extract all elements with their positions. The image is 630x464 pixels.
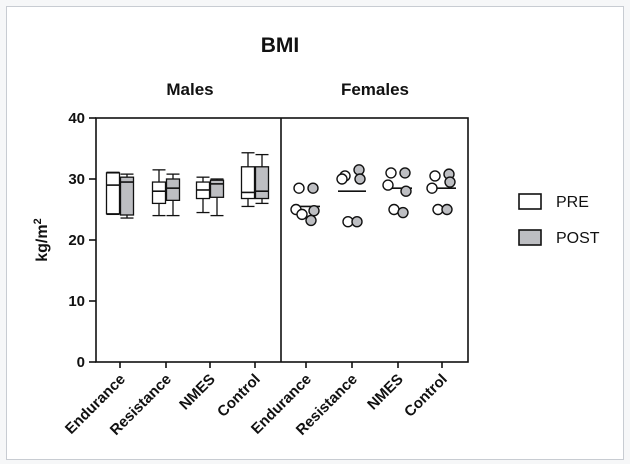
x-tick-label: Control [214,371,264,421]
y-tick-label: 30 [68,171,85,188]
group-label-females: Females [341,80,409,99]
y-tick-label: 40 [68,110,85,127]
females-post-point [399,167,411,179]
y-axis-label-text: kg/m [34,224,51,261]
y-axis-label-superscript: 2 [32,218,44,224]
males-pre-0-box [105,172,121,215]
x-tick-label: NMES [364,371,407,414]
plot-border [95,117,469,363]
x-tick-label: NMES [176,371,219,414]
y-tick-label: 0 [77,354,85,371]
y-axis-label: kg/m2 [32,218,51,261]
males-post-2-box [209,179,225,198]
males-pre-3-box [240,166,256,200]
males-post-0-box [119,176,135,216]
females-post-point [400,185,412,197]
females-post-point [351,215,363,228]
males-post-1-box [165,178,181,202]
y-tick-label: 10 [68,293,85,310]
females-post-point [397,206,409,219]
males-post-3-box [254,166,270,200]
legend-label-pre: PRE [556,194,589,211]
y-tick-label: 20 [68,232,85,249]
females-post-point [353,164,365,176]
x-tick-label: Control [401,371,451,421]
females-post-point [354,173,366,185]
females-pre-point [426,182,438,194]
females-pre-point [429,170,441,182]
females-pre-point [385,167,397,179]
females-pre-point [296,208,308,221]
legend-swatch-pre [518,193,542,210]
females-post-point [308,205,320,217]
legend-label-post: POST [556,230,600,247]
males-pre-1-box [151,181,167,205]
females-pre-point [382,179,394,191]
svg-text:kg/m2: kg/m2 [32,218,51,261]
females-post-point [305,214,317,227]
legend-swatch-post [518,229,542,246]
legend: PRE POST [518,193,600,247]
chart-title: BMI [261,34,300,57]
females-post-point [441,203,453,216]
females-pre-point [336,173,348,185]
females-post-point [444,176,456,188]
females-pre-point [293,182,305,194]
females-post-point [307,182,319,194]
group-label-males: Males [166,80,213,99]
